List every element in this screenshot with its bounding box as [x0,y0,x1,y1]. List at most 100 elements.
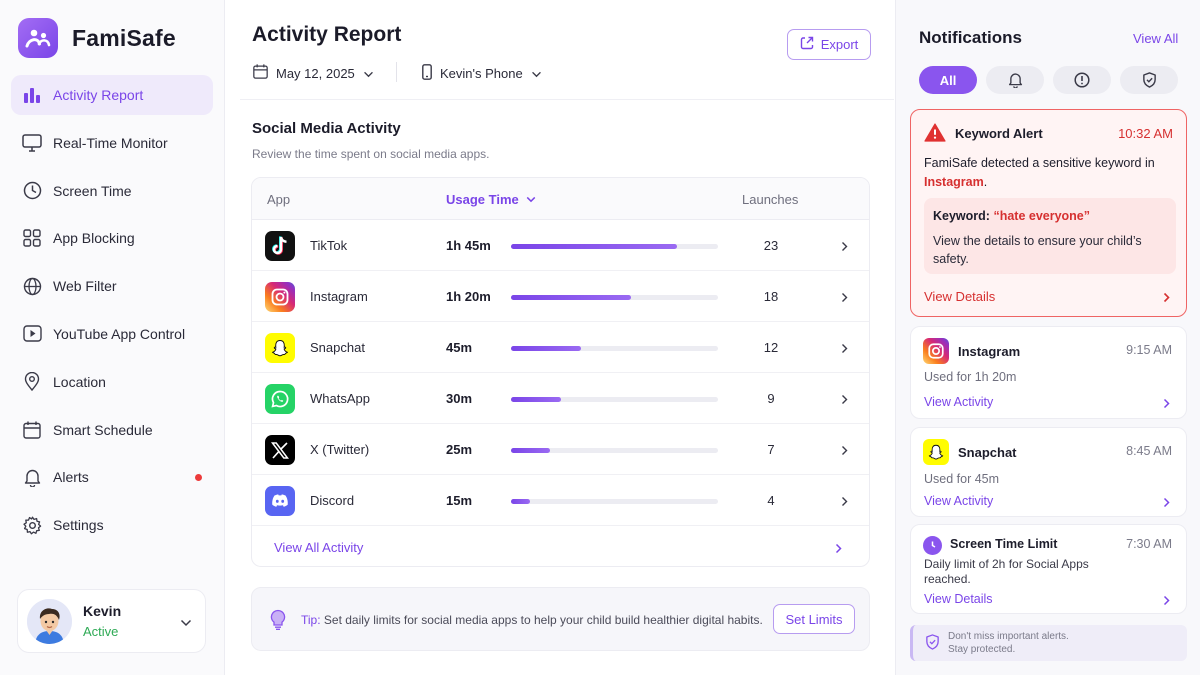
filter-all-button[interactable]: All [919,66,977,94]
view-all-notifications-link[interactable]: View All [1133,31,1179,46]
apps-grid-icon [22,228,42,248]
sidebar-item-app-blocking[interactable]: App Blocking [11,218,213,258]
alert-view-details-link[interactable]: View Details [924,289,996,304]
view-all-activity-link[interactable]: View All Activity [252,526,869,566]
sidebar: FamiSafe Activity Report Real-Time Monit… [0,0,225,675]
sidebar-item-location[interactable]: Location [11,362,213,402]
section-title: Social Media Activity [252,120,401,137]
sidebar-item-label: Web Filter [53,278,117,295]
instagram-icon [923,338,949,364]
avatar [27,598,72,644]
bell-icon [22,467,42,487]
sidebar-item-youtube-app-control[interactable]: YouTube App Control [11,314,213,354]
chevron-right-icon [1163,396,1170,414]
device-filter[interactable]: Kevin's Phone [422,63,542,83]
sidebar-item-settings[interactable]: Settings [11,505,213,545]
table-row[interactable]: Instagram 1h 20m 18 [252,271,869,322]
filter-bell-button[interactable] [986,66,1044,94]
table-row[interactable]: X (Twitter) 25m 7 [252,424,869,475]
chevron-right-icon [841,239,848,257]
footer-note-line-2: Stay protected. [948,644,1016,655]
chevron-down-icon[interactable] [180,614,192,632]
column-header-launches: Launches [742,192,799,207]
sidebar-item-label: Alerts [53,469,89,486]
notification-body: Used for 45m [924,472,1000,486]
usage-bar [511,448,718,453]
clock-icon [22,181,42,201]
usage-bar [511,397,718,402]
app-name: Discord [310,493,355,508]
whatsapp-icon [265,384,295,414]
social-media-table: App Usage Time Launches TikTok 1h 45m 23… [251,177,870,567]
launch-count: 18 [763,289,779,304]
protection-footer-note: Don't miss important alerts. Stay protec… [910,625,1187,661]
snapchat-icon [923,439,949,465]
app-logo[interactable]: FamiSafe [18,18,176,58]
usage-bar-fill [511,397,561,402]
usage-bar-fill [511,448,551,453]
table-row[interactable]: Snapchat 45m 12 [252,322,869,373]
usage-bar-fill [511,499,530,504]
bell-icon [1008,73,1022,88]
usage-time: 1h 20m [446,289,491,304]
usage-bar-fill [511,295,632,300]
notification-card-instagram[interactable]: Instagram 9:15 AM Used for 1h 20m View A… [910,326,1187,419]
alert-message: FamiSafe detected a sensitive keyword in… [924,154,1174,192]
date-filter-label: May 12, 2025 [276,65,355,81]
keyword-alert-card[interactable]: Keyword Alert 10:32 AM FamiSafe detected… [910,109,1187,317]
instagram-icon [265,282,295,312]
footer-note-text: Don't miss important alerts. Stay protec… [948,630,1069,656]
notification-view-activity-link[interactable]: View Activity [924,395,994,409]
table-row[interactable]: TikTok 1h 45m 23 [252,220,869,271]
tip-message: Set daily limits for social media apps t… [323,613,763,627]
notification-time: 7:30 AM [1126,537,1172,551]
sidebar-item-label: App Blocking [53,230,135,247]
shield-check-icon [925,634,940,655]
tip-text: Tip: Set daily limits for social media a… [301,613,763,627]
table-row[interactable]: Discord 15m 4 [252,475,869,526]
usage-time: 45m [446,340,473,355]
monitor-icon [22,133,42,153]
filter-shield-button[interactable] [1120,66,1178,94]
tip-banner: Tip: Set daily limits for social media a… [251,587,870,651]
launch-count: 12 [763,340,779,355]
notification-view-activity-link[interactable]: View Activity [924,494,994,508]
sidebar-item-label: Smart Schedule [53,421,153,438]
alert-message-text: FamiSafe detected a sensitive keyword in [924,156,1155,170]
sidebar-item-activity-report[interactable]: Activity Report [11,75,213,115]
date-filter[interactable]: May 12, 2025 [253,63,374,83]
app-name: WhatsApp [310,391,370,406]
sidebar-item-real-time-monitor[interactable]: Real-Time Monitor [11,123,213,163]
column-header-usage-time[interactable]: Usage Time [446,192,536,207]
keyword-label: Keyword: [933,209,990,223]
table-header: App Usage Time Launches [252,178,869,220]
tip-key: Tip: [301,613,321,627]
sidebar-item-label: YouTube App Control [53,325,186,342]
alerts-unread-dot [195,474,202,482]
snapchat-icon [265,333,295,363]
notification-card-screen-time-limit[interactable]: Screen Time Limit 7:30 AM Daily limit of… [910,524,1187,614]
notification-view-details-link[interactable]: View Details [924,592,993,606]
alert-message-suffix: . [983,175,988,189]
notification-card-snapchat[interactable]: Snapchat 8:45 AM Used for 45m View Activ… [910,427,1187,517]
bar-chart-icon [22,85,42,105]
keyword-description: View the details to ensure your child’s … [933,234,1142,266]
export-button-label: Export [820,37,859,52]
sidebar-item-label: Settings [53,517,104,534]
export-button[interactable]: Export [787,29,871,60]
chevron-right-icon [841,290,848,308]
table-row[interactable]: WhatsApp 30m 9 [252,373,869,424]
user-profile-card[interactable]: Kevin Active [17,589,206,653]
notifications-title: Notifications [919,28,1022,47]
filter-warning-button[interactable] [1053,66,1111,94]
set-limits-button[interactable]: Set Limits [773,604,855,634]
tiktok-icon [265,231,295,261]
phone-icon [422,63,432,83]
sidebar-item-smart-schedule[interactable]: Smart Schedule [11,410,213,450]
chevron-right-icon [841,443,848,461]
sidebar-item-web-filter[interactable]: Web Filter [11,266,213,306]
sidebar-item-screen-time[interactable]: Screen Time [11,171,213,211]
sidebar-item-alerts[interactable]: Alerts [11,457,213,497]
section-subtitle: Review the time spent on social media ap… [252,147,490,161]
chevron-right-icon [1163,495,1170,513]
